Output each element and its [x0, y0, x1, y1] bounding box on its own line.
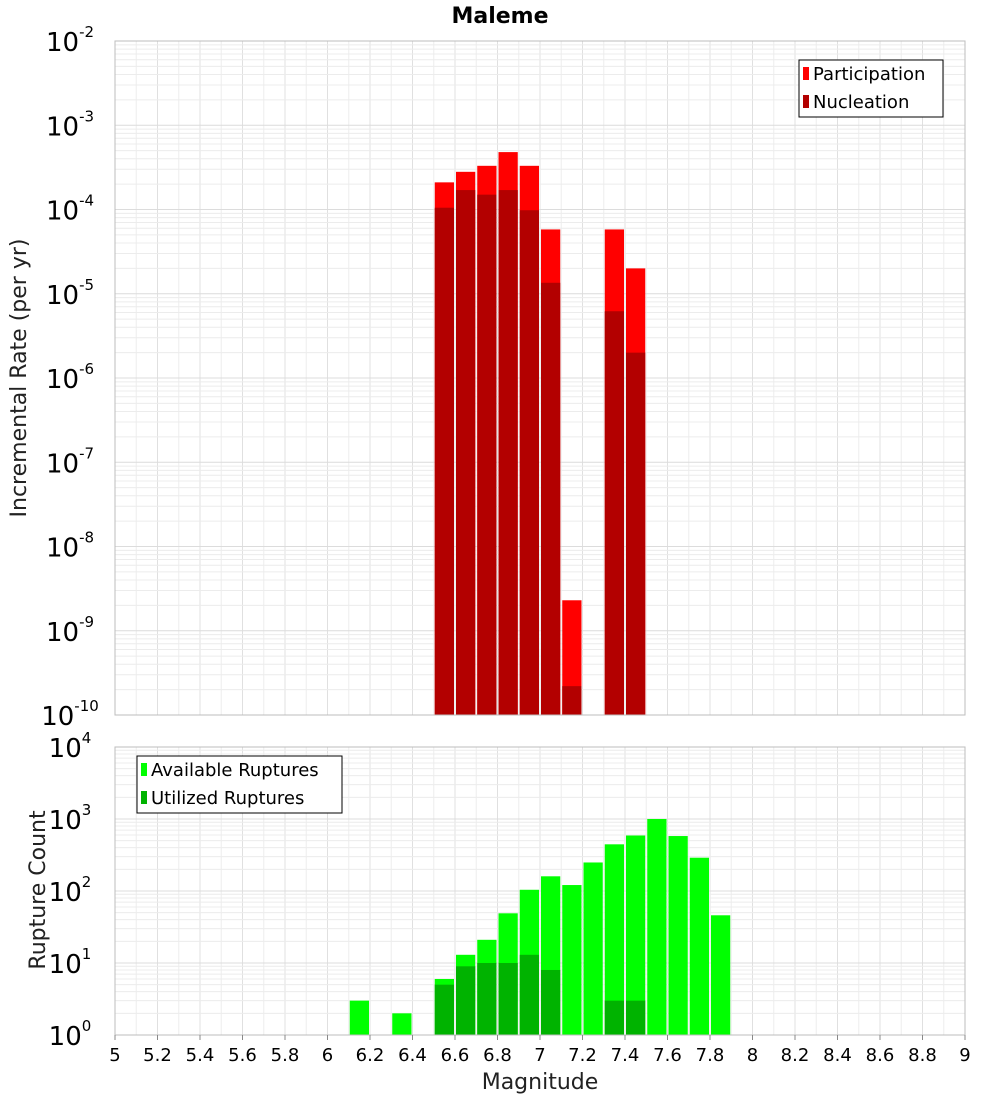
bottom-bar-s2 — [477, 963, 497, 1035]
bottom-y-tick-label: 104 — [49, 729, 92, 764]
top-bar-s2 — [477, 194, 497, 715]
x-tick-label: 6.6 — [441, 1045, 470, 1066]
top-bar-s2 — [626, 352, 646, 715]
x-tick-label: 7.6 — [653, 1045, 682, 1066]
bottom-bar-s2 — [434, 984, 454, 1035]
bottom-bar-s1 — [562, 885, 582, 1035]
bottom-bar-s1 — [711, 915, 731, 1035]
bottom-y-tick-label: 102 — [49, 873, 92, 908]
x-tick-label: 6.4 — [398, 1045, 427, 1066]
top-bar-s2 — [604, 311, 624, 715]
top-bar-s2 — [541, 282, 561, 715]
bottom-y-tick-label: 103 — [49, 801, 92, 836]
x-tick-label: 8.2 — [781, 1045, 810, 1066]
bottom-legend-swatch — [141, 763, 147, 776]
top-y-axis-label: Incremental Rate (per yr) — [7, 239, 32, 518]
top-y-tick-label: 10-10 — [41, 697, 99, 732]
top-legend-label: Participation — [813, 64, 925, 85]
x-tick-label: 6.2 — [356, 1045, 385, 1066]
bottom-bar-s2 — [626, 1000, 646, 1035]
top-y-tick-label: 10-5 — [46, 276, 94, 311]
x-tick-label: 7.2 — [568, 1045, 597, 1066]
top-y-tick-label: 10-9 — [46, 613, 94, 648]
top-bar-s2 — [498, 190, 518, 716]
bottom-bar-s2 — [498, 963, 518, 1035]
x-tick-label: 8.4 — [823, 1045, 852, 1066]
bottom-bar-s2 — [456, 966, 476, 1035]
bottom-bar-s1 — [349, 1000, 369, 1035]
top-plot-frame — [114, 40, 966, 716]
x-axis-label: Magnitude — [482, 1070, 599, 1095]
bottom-bar-s1 — [689, 857, 709, 1035]
x-tick-label: 6.8 — [483, 1045, 512, 1066]
bottom-bar-s1 — [668, 836, 688, 1035]
bottom-legend-box — [136, 755, 343, 814]
bottom-bar-s1 — [392, 1013, 412, 1035]
top-y-tick-label: 10-3 — [46, 107, 94, 142]
x-tick-label: 5.4 — [186, 1045, 215, 1066]
bottom-bar-s1 — [647, 819, 667, 1035]
bottom-bar-s2 — [541, 969, 561, 1035]
top-bar-s2 — [519, 210, 539, 715]
x-tick-label: 8.8 — [908, 1045, 937, 1066]
bottom-bar-s1 — [626, 835, 646, 1035]
x-tick-label: 7 — [534, 1045, 545, 1066]
top-panel: 10-10 10-9 10-8 10-7 10-6 10-5 10-4 10-3 10-2 Par… — [41, 23, 966, 732]
bottom-panel: 100 101 102 103 104 5 5.2 5.4 5.6 5.8 6 6.2 6.4 6.6 6.… — [49, 729, 971, 1066]
x-tick-label: 7.8 — [696, 1045, 725, 1066]
x-tick-label: 5.8 — [271, 1045, 300, 1066]
top-bar-s2 — [434, 207, 454, 716]
top-legend-swatch — [803, 67, 809, 80]
bottom-bar-s2 — [519, 954, 539, 1035]
x-tick-label: 5 — [109, 1045, 120, 1066]
bottom-legend-label: Utilized Ruptures — [151, 788, 304, 809]
x-tick-label: 8.6 — [866, 1045, 895, 1066]
top-y-tick-label: 10-6 — [46, 360, 94, 395]
top-y-tick-label: 10-4 — [46, 192, 94, 227]
top-legend-box — [798, 59, 944, 118]
bottom-legend-label: Available Ruptures — [151, 760, 319, 781]
x-tick-label: 5.2 — [143, 1045, 172, 1066]
x-tick-label: 8 — [747, 1045, 758, 1066]
bottom-bar-s1 — [604, 844, 624, 1035]
bottom-y-tick-label: 100 — [49, 1017, 92, 1052]
top-legend-label: Nucleation — [813, 92, 909, 113]
bottom-legend: Available Ruptures Utilized Ruptures — [136, 755, 343, 814]
bottom-y-tick-label: 101 — [49, 945, 92, 980]
top-y-tick-label: 10-2 — [46, 23, 94, 58]
x-tick-label: 7.4 — [611, 1045, 640, 1066]
top-legend: Participation Nucleation — [798, 59, 944, 118]
bottom-legend-swatch — [141, 791, 147, 804]
x-tick-label: 9 — [959, 1045, 970, 1066]
bottom-y-axis-label: Rupture Count — [26, 810, 51, 970]
chart-title: Maleme — [451, 4, 548, 29]
bottom-bar-s1 — [583, 862, 603, 1035]
top-y-tick-label: 10-7 — [46, 444, 94, 479]
x-tick-label: 6 — [322, 1045, 333, 1066]
top-bar-s2 — [456, 190, 476, 716]
top-y-tick-label: 10-8 — [46, 529, 94, 564]
x-tick-label: 5.6 — [228, 1045, 257, 1066]
top-legend-swatch — [803, 95, 809, 108]
top-bar-s2 — [562, 686, 582, 715]
bottom-bar-s2 — [604, 1000, 624, 1035]
